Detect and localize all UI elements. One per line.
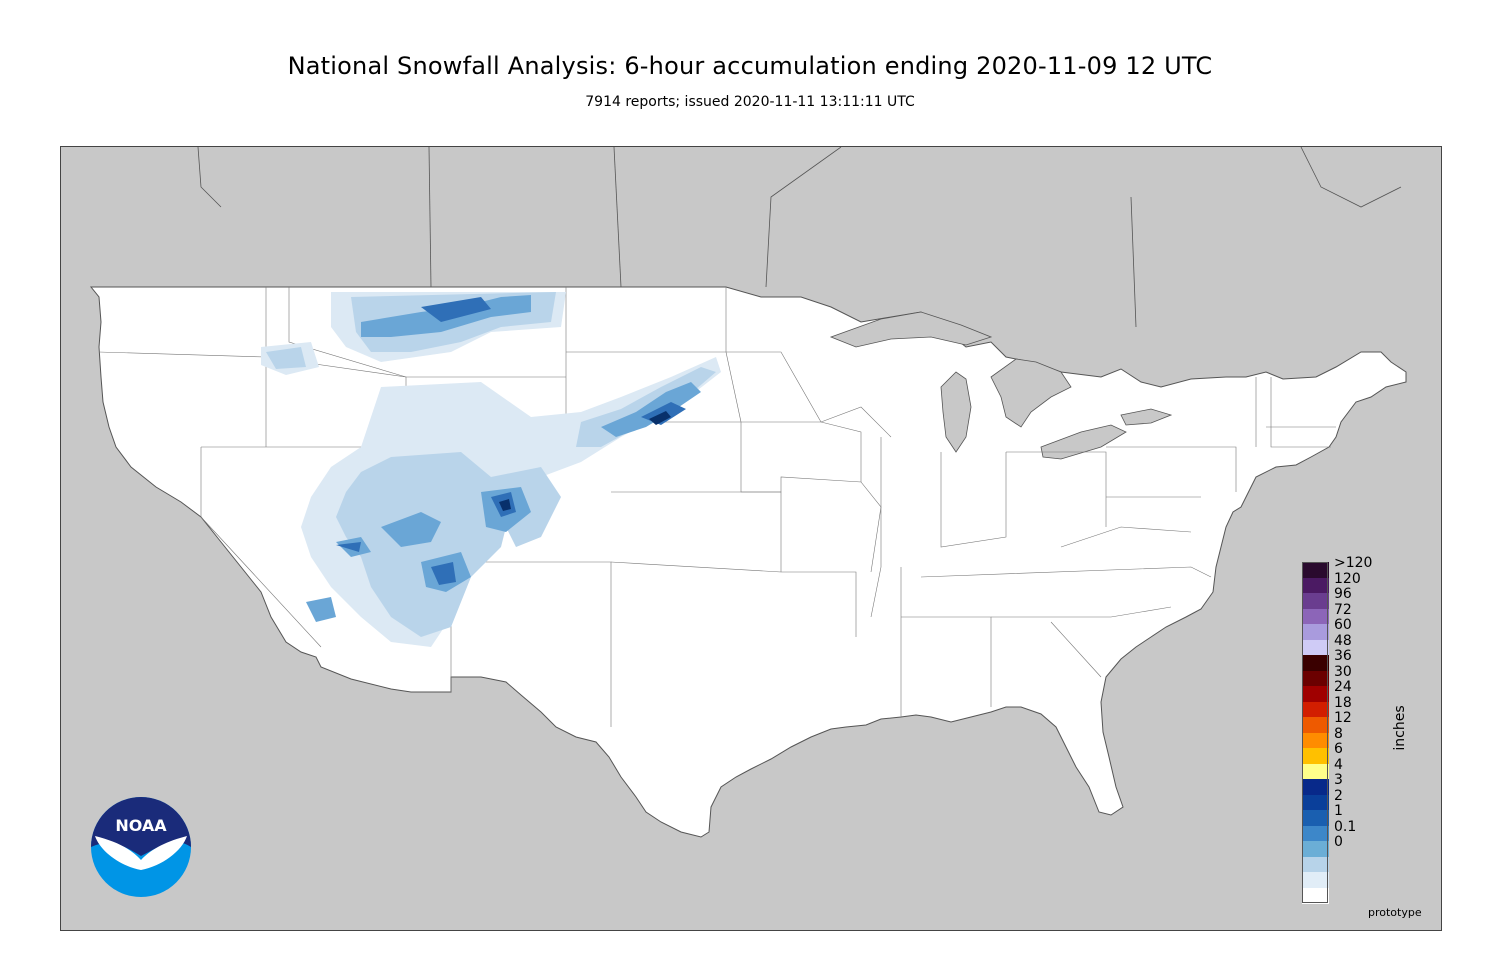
map-canvas (89, 147, 1407, 838)
legend-swatch (1302, 717, 1329, 734)
legend-tick-label: 96 (1334, 586, 1352, 602)
state-boundaries (98, 287, 1336, 727)
legend-swatch (1302, 872, 1329, 889)
legend-tick-label: 1 (1334, 803, 1343, 819)
legend-swatch (1302, 810, 1329, 827)
legend-swatch (1302, 794, 1329, 811)
snowfall-max (499, 411, 671, 511)
legend-tick-label: 60 (1334, 617, 1352, 633)
legend-tick-label: 6 (1334, 741, 1343, 757)
legend-swatch (1302, 763, 1329, 780)
snowfall-heavy (336, 297, 686, 585)
legend-tick-label: 0 (1334, 834, 1343, 850)
legend-swatch (1302, 608, 1329, 625)
legend-swatch (1302, 887, 1329, 904)
legend-swatch (1302, 732, 1329, 749)
legend-tick-label: 4 (1334, 756, 1343, 773)
prototype-note: prototype (1368, 906, 1422, 919)
legend-swatch (1302, 701, 1329, 718)
map-subtitle: 7914 reports; issued 2020-11-11 13:11:11… (585, 94, 915, 110)
legend-frame (1302, 562, 1328, 903)
noaa-logo-top (91, 797, 191, 856)
legend-swatch (1302, 624, 1329, 641)
legend-swatch (1302, 670, 1329, 687)
legend-tick-label: 0.1 (1334, 818, 1357, 835)
legend-tick-label: 2 (1334, 787, 1343, 804)
legend-swatch (1302, 748, 1329, 765)
legend-tick-label: 48 (1334, 632, 1352, 649)
snowfall-map[interactable] (60, 146, 1442, 931)
legend-tick-label: 8 (1334, 725, 1343, 742)
noaa-logo: NOAA (90, 796, 192, 898)
legend-tick-label: 36 (1334, 648, 1352, 664)
legend-swatch (1302, 856, 1329, 873)
color-legend: >120 120 96 72 60 48 36 30 24 18 12 8 6 4 3 2 1 0.1 0 (1302, 556, 1422, 904)
legend-tick-label: 120 (1334, 570, 1361, 587)
legend-swatch (1302, 825, 1329, 842)
legend-tick-label: 12 (1334, 710, 1352, 726)
noaa-logo-bird (95, 836, 187, 870)
legend-tick-label: 72 (1334, 601, 1352, 618)
legend-swatch (1302, 841, 1329, 858)
legend-swatch (1302, 577, 1329, 594)
legend-units-label: inches (1392, 705, 1408, 751)
legend-swatch (1302, 779, 1329, 796)
legend-swatch (1302, 562, 1329, 579)
legend-swatch (1302, 593, 1329, 610)
boundary-lines (197, 147, 1402, 328)
legend-tick-label: 24 (1334, 679, 1352, 695)
legend-swatch (1302, 639, 1329, 656)
legend-swatch (1302, 686, 1329, 703)
legend-tick-label: 18 (1334, 694, 1352, 711)
great-lakes (829, 311, 1173, 460)
noaa-logo-text: NOAA (115, 816, 167, 835)
legend-swatch (1302, 655, 1329, 672)
legend-tick-label: 3 (1334, 772, 1343, 788)
legend-tick-label: >120 (1334, 555, 1373, 571)
map-title: National Snowfall Analysis: 6-hour accum… (287, 52, 1213, 80)
legend-tick-label: 30 (1334, 663, 1352, 680)
